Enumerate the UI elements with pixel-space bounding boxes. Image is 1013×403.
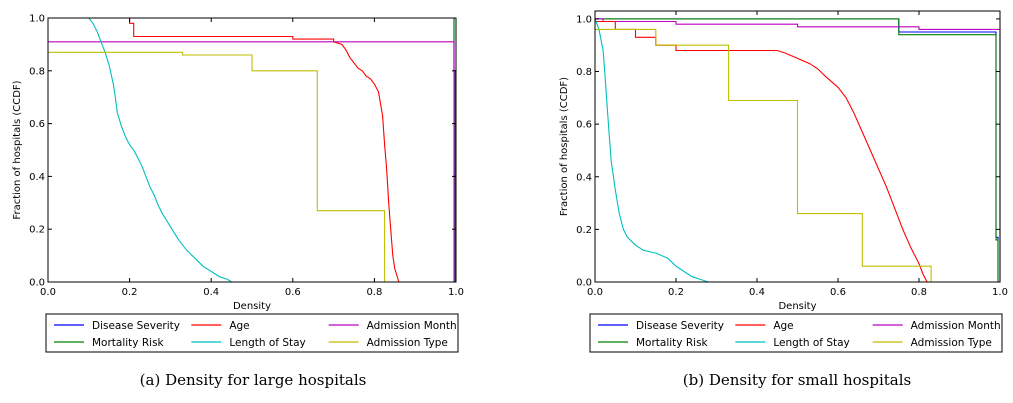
series-line-admission-month (595, 18, 1001, 282)
y-tick-label: 0.4 (576, 172, 592, 183)
legend-label-admission-month: Admission Month (367, 320, 457, 332)
legend-label-admission-type: Admission Type (367, 337, 448, 349)
legend-label-length-of-stay: Length of Stay (229, 337, 305, 349)
x-tick-label: 0.4 (749, 287, 765, 298)
legend-label-admission-type: Admission Type (911, 337, 992, 349)
series-line-mortality-risk (595, 18, 999, 282)
x-tick-label: 0.0 (587, 287, 603, 298)
y-tick-label: 0.8 (29, 66, 45, 77)
y-tick-label: 0.4 (29, 172, 45, 183)
legend-label-age: Age (229, 320, 249, 332)
x-tick-label: 0.2 (122, 287, 138, 298)
chart-panel-small-hospitals: 0.0 0.2 0.4 0.6 0.8 1.0 0.0 0.2 0.4 0.6 0.8 1.0 Dens… (506, 0, 1012, 403)
series-line-length-of-stay (48, 17, 232, 283)
y-tick-label: 1.0 (576, 14, 592, 25)
x-tick-label: 1.0 (448, 287, 464, 298)
y-axis-label: Fraction of hospitals (CCDF) (12, 80, 23, 219)
series-line-admission-type (595, 28, 932, 282)
x-tick-label: 1.0 (992, 287, 1008, 298)
series-line-length-of-stay (595, 18, 709, 283)
x-tick-label: 0.8 (911, 287, 927, 298)
figure-caption: (a) Density for large hospitals (140, 371, 367, 389)
x-tick-label: 0.6 (285, 287, 301, 298)
x-axis-label: Density (778, 301, 816, 312)
chart-small-hospitals: 0.0 0.2 0.4 0.6 0.8 1.0 0.0 0.2 0.4 0.6 0.8 1.0 Dens… (559, 10, 1008, 389)
legend-box (45, 313, 459, 353)
series-line-admission-type (48, 51, 386, 282)
legend-label-length-of-stay: Length of Stay (773, 337, 849, 349)
legend-box (589, 313, 1003, 353)
y-tick-label: 0.2 (576, 225, 592, 236)
legend-label-mortality-risk: Mortality Risk (92, 337, 165, 349)
series-line-admission-month (48, 41, 455, 282)
legend-label-mortality-risk: Mortality Risk (636, 337, 709, 349)
chart-panel-large-hospitals: 0.0 0.2 0.4 0.6 0.8 1.0 0.0 0.2 0.4 0.6 0.8 1.0 Dens… (0, 0, 506, 403)
legend-label-age: Age (773, 320, 793, 332)
y-tick-label: 0.0 (576, 278, 592, 289)
x-tick-label: 0.8 (366, 287, 382, 298)
y-tick-label: 0.2 (29, 225, 45, 236)
y-tick-label: 0.6 (576, 120, 592, 131)
x-axis-label: Density (233, 301, 271, 312)
series-line-age (48, 17, 400, 283)
x-tick-label: 0.4 (203, 287, 219, 298)
legend-label-disease-severity: Disease Severity (636, 320, 724, 332)
legend-label-admission-month: Admission Month (911, 320, 1001, 332)
x-tick-label: 0.2 (668, 287, 684, 298)
y-tick-label: 0.6 (29, 119, 45, 130)
y-tick-label: 1.0 (29, 14, 45, 25)
series-line-age (595, 20, 928, 283)
chart-large-hospitals: 0.0 0.2 0.4 0.6 0.8 1.0 0.0 0.2 0.4 0.6 0.8 1.0 Dens… (12, 14, 464, 390)
x-tick-label: 0.6 (830, 287, 846, 298)
x-tick-label: 0.0 (40, 287, 56, 298)
y-axis-label: Fraction of hospitals (CCDF) (559, 77, 570, 216)
y-tick-label: 0.0 (29, 278, 45, 289)
plot-frame (47, 17, 457, 283)
y-tick-label: 0.8 (576, 67, 592, 78)
plot-frame (594, 10, 1001, 283)
figure-caption: (b) Density for small hospitals (683, 371, 911, 389)
legend-label-disease-severity: Disease Severity (92, 320, 180, 332)
